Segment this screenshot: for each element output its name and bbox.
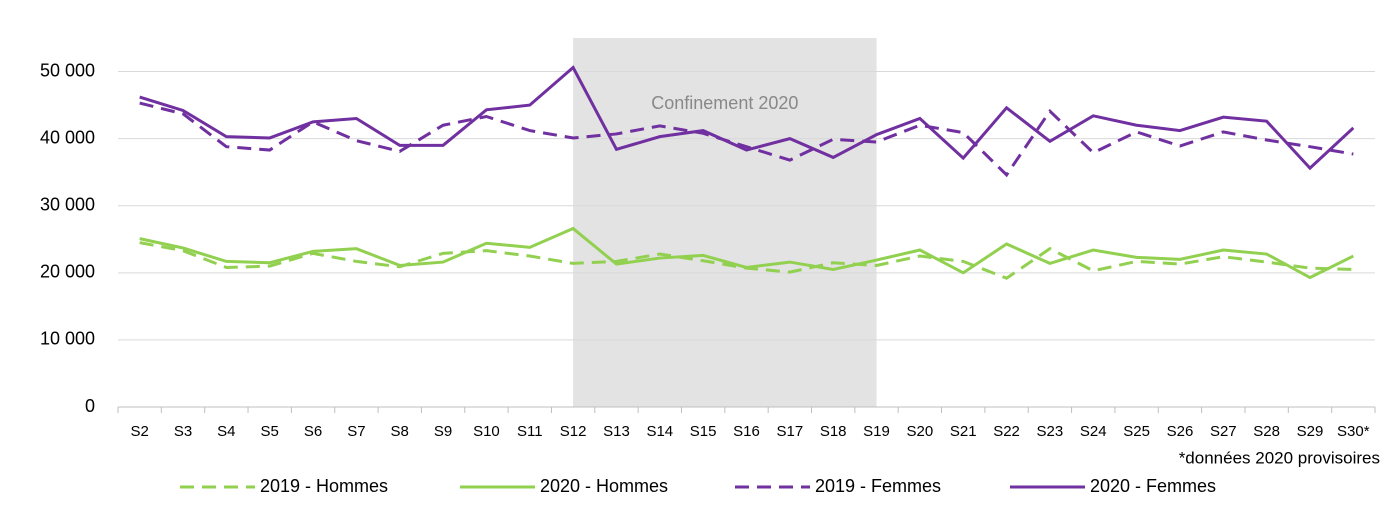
legend-label: 2019 - Hommes [260, 476, 388, 496]
shaded-label: Confinement 2020 [651, 93, 798, 113]
x-tick-label: S20 [907, 423, 934, 440]
x-tick-label: S2 [130, 423, 148, 440]
x-tick-label: S23 [1037, 423, 1064, 440]
x-tick-label: S3 [174, 423, 192, 440]
x-tick-label: S11 [517, 423, 543, 440]
legend-label: 2020 - Femmes [1090, 476, 1216, 496]
x-tick-label: S27 [1210, 423, 1237, 440]
x-tick-label: S28 [1253, 423, 1280, 440]
x-tick-label: S22 [993, 423, 1020, 440]
y-tick-label: 40 000 [40, 127, 95, 147]
x-tick-label: S9 [434, 423, 452, 440]
x-tick-label: S30* [1337, 423, 1370, 440]
y-tick-label: 0 [85, 396, 95, 416]
x-tick-label: S14 [646, 423, 673, 440]
legend-label: 2019 - Femmes [815, 476, 941, 496]
y-tick-label: 10 000 [40, 329, 95, 349]
x-tick-label: S13 [603, 423, 630, 440]
shaded-period [573, 38, 877, 407]
x-tick-label: S29 [1297, 423, 1324, 440]
x-tick-label: S16 [733, 423, 760, 440]
series-line [139, 101, 1354, 178]
x-tick-label: S15 [690, 423, 717, 440]
y-tick-label: 30 000 [40, 194, 95, 214]
x-tick-label: S5 [261, 423, 279, 440]
series-line [139, 226, 1354, 280]
footnote: *données 2020 provisoires [1179, 448, 1380, 467]
x-tick-label: S18 [820, 423, 847, 440]
x-tick-label: S24 [1080, 423, 1107, 440]
x-tick-label: S19 [863, 423, 890, 440]
legend-label: 2020 - Hommes [540, 476, 668, 496]
x-tick-label: S7 [347, 423, 365, 440]
x-tick-label: S26 [1167, 423, 1194, 440]
series-line [139, 65, 1355, 171]
x-tick-label: S17 [776, 423, 803, 440]
x-tick-label: S12 [560, 423, 587, 440]
x-tick-label: S25 [1123, 423, 1150, 440]
x-tick-label: S6 [304, 423, 322, 440]
x-tick-label: S21 [950, 423, 977, 440]
x-tick-label: S4 [217, 423, 235, 440]
y-tick-label: 50 000 [40, 60, 95, 80]
x-tick-label: S8 [391, 423, 409, 440]
y-tick-label: 20 000 [40, 262, 95, 282]
x-tick-label: S10 [473, 423, 500, 440]
